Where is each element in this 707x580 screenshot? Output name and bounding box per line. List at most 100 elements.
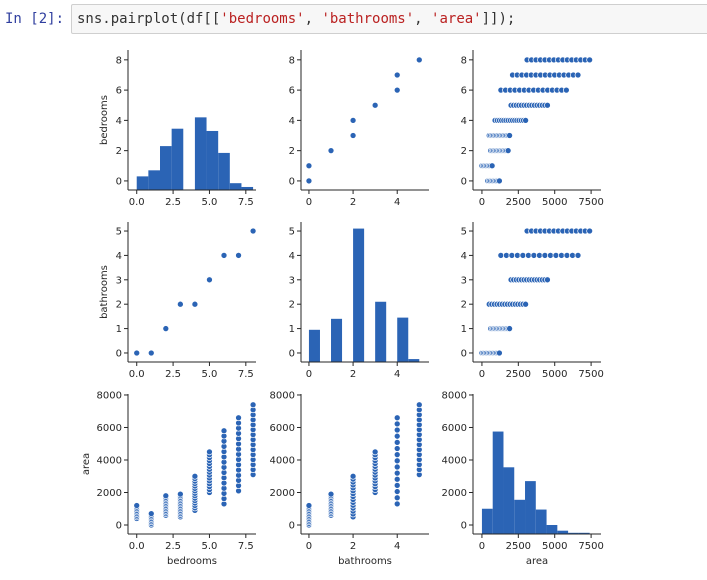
histogram-bar — [194, 117, 207, 190]
scatter-point — [514, 252, 521, 259]
y-tick-label: 2 — [461, 300, 467, 311]
y-tick-label: 2 — [116, 300, 122, 311]
histogram-bar — [557, 530, 569, 534]
code-text: , — [414, 11, 432, 27]
scatter-point — [327, 490, 335, 498]
panel-bathrooms-vs-bathrooms: 0 2 4 0 1 2 3 4 5 — [289, 222, 429, 380]
scatter-point — [563, 252, 571, 259]
y-tick-label: 0 — [116, 520, 122, 531]
histogram-bar — [546, 524, 558, 534]
y-tick-label: 4 — [461, 251, 467, 262]
scatter-point — [569, 252, 576, 259]
x-tick-label: 0 — [306, 541, 312, 552]
scatter-point — [133, 349, 141, 357]
scatter-point — [415, 401, 423, 409]
y-tick-label: 8 — [116, 55, 122, 66]
y-tick-label: 2000 — [270, 488, 295, 499]
x-tick-label: 2 — [350, 369, 356, 380]
scatter-point — [393, 469, 401, 477]
y-tick-label: 8 — [289, 55, 295, 66]
scatter-point — [541, 252, 549, 259]
scatter-point — [488, 162, 496, 170]
x-tick-label: 5.0 — [202, 197, 218, 208]
y-tick-label: 8000 — [442, 390, 467, 401]
scatter-point — [393, 482, 401, 489]
histogram-bar — [241, 186, 254, 190]
y-tick-label: 5 — [116, 227, 122, 238]
scatter-point — [305, 502, 313, 509]
y-axis-label: bathrooms — [99, 265, 110, 319]
panel-bathrooms-vs-bedrooms: 0.0 2.5 5.0 7.5 0 1 2 3 4 5 bathrooms — [99, 222, 257, 380]
scatter-point — [220, 252, 228, 259]
y-tick-label: 8000 — [97, 390, 122, 401]
x-tick-label: 0.0 — [129, 369, 145, 380]
histogram-bar — [397, 317, 409, 362]
y-tick-label: 6000 — [442, 423, 467, 434]
scatter-point — [393, 420, 401, 428]
scatter-point — [506, 325, 513, 332]
code-text: , — [304, 11, 322, 27]
y-tick-label: 1 — [116, 324, 122, 335]
x-tick-label: 5.0 — [202, 369, 218, 380]
histogram-bar — [578, 532, 590, 534]
y-tick-label: 4 — [461, 116, 467, 127]
x-tick-label: 5000 — [542, 541, 567, 552]
scatter-point — [147, 510, 155, 517]
scatter-point — [536, 252, 543, 259]
panel-bedrooms-vs-area: 0 2500 5000 7500 0 2 4 6 8 — [461, 50, 604, 208]
y-tick-label: 0 — [461, 520, 467, 531]
histogram-bar — [503, 467, 515, 534]
scatter-point — [133, 502, 141, 509]
scatter-point — [586, 56, 593, 64]
x-tick-label: 2 — [350, 197, 356, 208]
x-tick-label: 5000 — [542, 369, 567, 380]
scatter-point — [393, 451, 401, 458]
scatter-point — [503, 252, 510, 259]
x-tick-label: 0 — [306, 197, 312, 208]
histogram-bar — [206, 130, 219, 190]
scatter-point — [496, 177, 503, 185]
y-tick-label: 1 — [289, 324, 295, 335]
x-tick-label: 7500 — [578, 541, 603, 552]
histogram-bar — [136, 176, 149, 190]
scatter-point — [558, 252, 565, 259]
y-tick-label: 2000 — [97, 488, 122, 499]
histogram-bar — [408, 359, 420, 362]
cell-prompt: In [2]: — [5, 11, 65, 27]
histogram-bar — [525, 481, 536, 534]
histogram-bar — [481, 508, 493, 534]
x-tick-label: 2500 — [506, 197, 531, 208]
panel-area-vs-area: 0 2500 5000 7500 0 2000 4000 6000 8000 area — [442, 390, 604, 567]
x-tick-label: 2.5 — [165, 369, 181, 380]
x-tick-label: 7500 — [578, 197, 603, 208]
scatter-point — [191, 300, 199, 308]
y-axis-label: bedrooms — [99, 95, 110, 145]
code-input[interactable]: sns.pairplot(df[['bedrooms', 'bathrooms'… — [71, 4, 707, 34]
y-tick-label: 4 — [289, 251, 295, 262]
y-tick-label: 0 — [289, 520, 295, 531]
scatter-point — [235, 252, 242, 259]
x-tick-label: 4 — [394, 197, 400, 208]
histogram-bar — [160, 146, 172, 190]
scatter-point — [349, 117, 357, 124]
panel-bedrooms-vs-bathrooms: 0 2 4 0 2 4 6 8 — [289, 50, 429, 208]
y-tick-label: 2 — [116, 146, 122, 157]
scatter-point — [530, 252, 538, 259]
y-tick-label: 1 — [461, 324, 467, 335]
scatter-point — [497, 252, 505, 259]
scatter-point — [393, 475, 401, 483]
scatter-point — [393, 494, 401, 502]
scatter-point — [162, 325, 170, 332]
y-tick-label: 5 — [461, 227, 467, 238]
scatter-point — [496, 349, 503, 357]
y-tick-label: 0 — [116, 348, 122, 359]
y-tick-label: 3 — [116, 275, 122, 286]
scatter-point — [522, 117, 529, 124]
y-tick-label: 4000 — [97, 455, 122, 466]
y-tick-label: 3 — [289, 275, 295, 286]
scatter-point — [162, 492, 170, 500]
scatter-point — [206, 276, 213, 284]
y-tick-label: 2 — [289, 300, 295, 311]
x-tick-label: 2 — [350, 541, 356, 552]
scatter-point — [393, 488, 401, 495]
